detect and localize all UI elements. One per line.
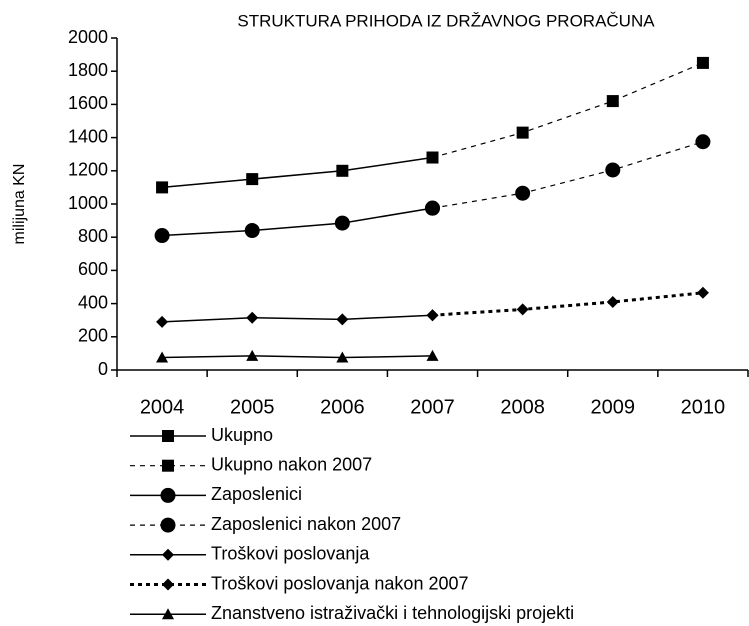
marker <box>336 351 349 363</box>
y-tick-label: 400 <box>78 292 108 312</box>
y-tick-label: 0 <box>98 359 108 379</box>
y-tick-label: 1600 <box>68 93 108 113</box>
y-tick-label: 1200 <box>68 160 108 180</box>
marker <box>426 349 439 361</box>
y-tick-label: 2000 <box>68 27 108 47</box>
marker <box>244 223 260 239</box>
legend-label: Ukupno <box>211 425 273 445</box>
y-tick-label: 1400 <box>68 126 108 146</box>
marker <box>156 351 169 363</box>
series-line <box>432 291 704 317</box>
chart-title: STRUKTURA PRIHODA IZ DRŽAVNOG PRORAČUNA <box>237 11 655 30</box>
marker <box>515 185 531 201</box>
legend-marker <box>162 578 174 591</box>
x-tick-label: 2005 <box>230 396 275 418</box>
legend-label: Zaposlenici <box>211 484 302 504</box>
marker <box>516 303 529 316</box>
marker <box>336 313 349 326</box>
marker <box>695 134 711 150</box>
marker <box>605 162 621 178</box>
marker <box>696 56 709 69</box>
marker <box>246 349 259 361</box>
marker <box>426 151 439 164</box>
series-line <box>162 355 433 359</box>
x-tick-label: 2006 <box>320 396 365 418</box>
legend-marker <box>162 430 174 442</box>
legend-marker <box>162 608 174 620</box>
marker <box>246 173 259 186</box>
marker <box>336 164 349 177</box>
series-line <box>162 207 433 237</box>
y-tick-label: 600 <box>78 259 108 279</box>
marker <box>334 215 350 231</box>
marker <box>606 95 619 108</box>
legend-label: Troškovi poslovanja nakon 2007 <box>211 573 469 593</box>
series-line <box>162 314 433 323</box>
y-tick-label: 800 <box>78 226 108 246</box>
legend-label: Zaposlenici nakon 2007 <box>211 514 401 534</box>
marker <box>696 286 709 299</box>
marker <box>516 126 529 139</box>
x-tick-label: 2004 <box>140 396 185 418</box>
marker <box>156 315 169 328</box>
x-tick-label: 2007 <box>410 396 455 418</box>
y-axis-label: milijuna KN <box>11 164 28 245</box>
series-line <box>432 141 704 209</box>
series-line <box>162 156 433 189</box>
marker <box>426 309 439 322</box>
marker <box>156 181 169 194</box>
marker <box>246 311 259 324</box>
marker <box>425 200 440 216</box>
y-tick-label: 200 <box>78 326 108 346</box>
series-line <box>432 62 704 159</box>
y-tick-label: 1000 <box>68 193 108 213</box>
marker <box>606 295 619 308</box>
legend-marker <box>162 548 174 561</box>
x-tick-label: 2008 <box>500 396 545 418</box>
legend-label: Troškovi poslovanja <box>211 544 370 564</box>
x-tick-label: 2010 <box>681 396 726 418</box>
legend-marker <box>162 459 174 472</box>
legend-marker <box>160 487 176 503</box>
legend-label: Ukupno nakon 2007 <box>211 454 372 474</box>
x-tick-label: 2009 <box>591 396 636 418</box>
legend-marker <box>160 517 176 533</box>
marker <box>154 228 170 244</box>
legend-label: Znanstveno istraživački i tehnologijski … <box>211 603 574 623</box>
y-tick-label: 1800 <box>68 60 108 80</box>
